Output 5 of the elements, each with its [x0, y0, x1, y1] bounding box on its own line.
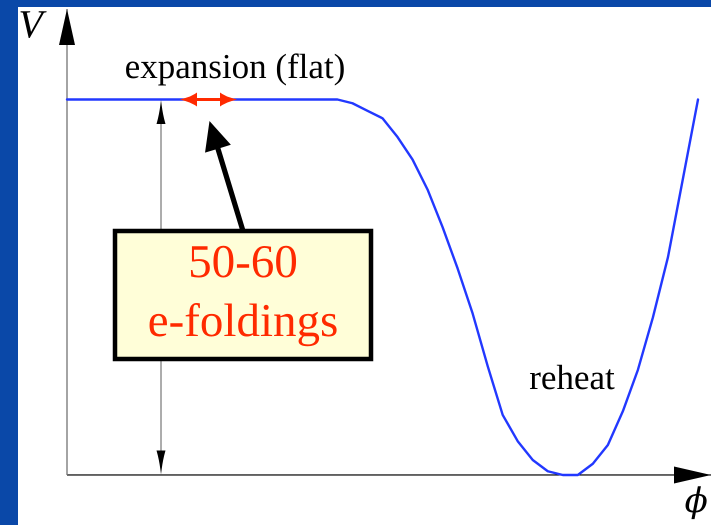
y-axis-title: V — [20, 11, 47, 38]
text: expansion (flat) — [126, 53, 344, 86]
annotation: reheat — [530, 364, 615, 390]
annotation: 50-60 e-foldings — [150, 246, 337, 346]
x-axis-title: ϕ — [686, 486, 707, 520]
